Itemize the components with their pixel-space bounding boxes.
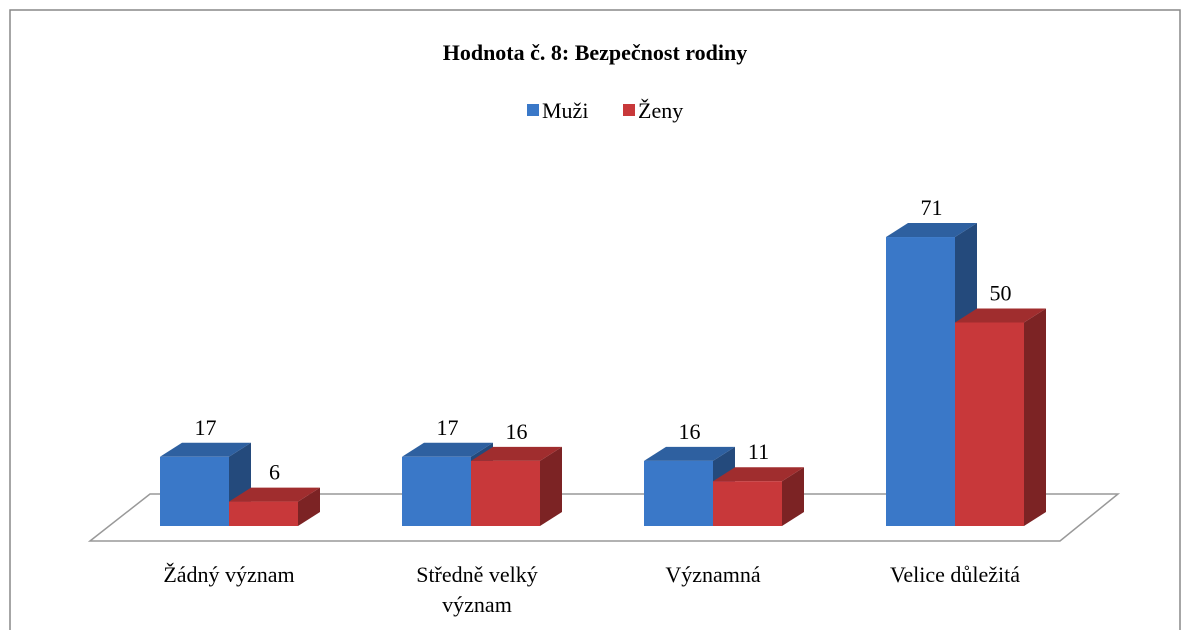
bar-top bbox=[229, 487, 320, 502]
bar-front bbox=[160, 456, 229, 526]
bar-side bbox=[298, 487, 320, 526]
bar-front bbox=[229, 501, 298, 526]
bar-top bbox=[402, 442, 493, 457]
legend-swatch bbox=[527, 104, 539, 116]
bar bbox=[713, 467, 804, 526]
bar-top bbox=[955, 308, 1046, 323]
data-label: 71 bbox=[921, 195, 943, 220]
legend-swatch bbox=[623, 104, 635, 116]
bar-front bbox=[471, 460, 540, 526]
bar-top bbox=[713, 467, 804, 482]
data-label: 50 bbox=[990, 281, 1012, 306]
bar-front bbox=[644, 460, 713, 526]
floor bbox=[87, 493, 1121, 542]
bar-top bbox=[886, 223, 977, 238]
data-label: 16 bbox=[679, 419, 701, 444]
bar-top bbox=[471, 446, 562, 461]
bar-front bbox=[402, 456, 471, 526]
data-label: 17 bbox=[437, 415, 459, 440]
data-label: 17 bbox=[195, 415, 217, 440]
bar-side bbox=[1024, 308, 1046, 526]
x-tick-label: Žádný význam bbox=[163, 562, 295, 587]
chart-frame bbox=[9, 9, 1181, 630]
bar-top bbox=[644, 446, 735, 461]
data-label: 16 bbox=[506, 419, 528, 444]
x-tick-label: Velice důležitá bbox=[889, 562, 1021, 587]
bar bbox=[229, 487, 320, 526]
bar-side bbox=[782, 467, 804, 526]
bar-top bbox=[160, 442, 251, 457]
data-label: 6 bbox=[269, 460, 280, 485]
bar bbox=[471, 446, 562, 526]
chart-title: Hodnota č. 8: Bezpečnost rodiny bbox=[443, 40, 748, 65]
data-label: 11 bbox=[748, 439, 769, 464]
bar-front bbox=[955, 322, 1024, 526]
bar-side bbox=[540, 446, 562, 526]
legend-label: Ženy bbox=[638, 98, 683, 123]
bar bbox=[644, 446, 735, 526]
bar-front bbox=[886, 237, 955, 526]
x-tick-label: Významná bbox=[665, 562, 761, 587]
legend: Muži Ženy bbox=[527, 98, 683, 123]
bar-front bbox=[713, 481, 782, 526]
x-tick-label: Středně velký význam bbox=[416, 562, 538, 617]
legend-label: Muži bbox=[542, 98, 588, 123]
bar bbox=[955, 308, 1046, 526]
